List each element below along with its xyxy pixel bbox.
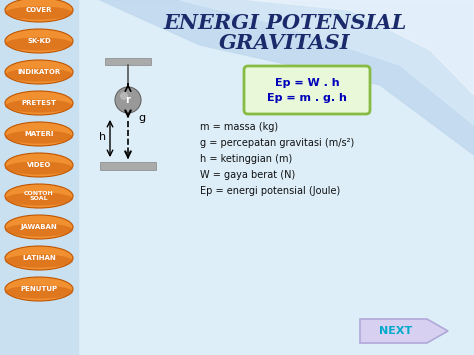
Ellipse shape bbox=[5, 130, 73, 144]
Ellipse shape bbox=[5, 0, 73, 22]
Polygon shape bbox=[360, 319, 448, 343]
Ellipse shape bbox=[5, 255, 73, 268]
Bar bbox=[105, 58, 151, 65]
Text: NEXT: NEXT bbox=[379, 326, 412, 336]
Text: r: r bbox=[126, 95, 130, 105]
Text: LATIHAN: LATIHAN bbox=[22, 255, 56, 261]
Bar bbox=[0, 0, 78, 355]
Circle shape bbox=[120, 92, 128, 100]
Ellipse shape bbox=[5, 246, 73, 270]
Ellipse shape bbox=[5, 37, 73, 51]
Text: ENERGI POTENSIAL: ENERGI POTENSIAL bbox=[164, 13, 407, 33]
Ellipse shape bbox=[5, 99, 73, 113]
Ellipse shape bbox=[5, 277, 73, 301]
Text: MATERI: MATERI bbox=[24, 131, 54, 137]
Text: Ep = W . h: Ep = W . h bbox=[275, 78, 339, 88]
Bar bbox=[100, 162, 156, 170]
Text: GRAVITASI: GRAVITASI bbox=[219, 33, 351, 53]
Text: Ep = m . g. h: Ep = m . g. h bbox=[267, 93, 347, 103]
Ellipse shape bbox=[5, 6, 73, 20]
Text: g: g bbox=[138, 113, 145, 123]
Circle shape bbox=[115, 87, 141, 113]
Text: CONTOH
SOAL: CONTOH SOAL bbox=[24, 191, 54, 201]
Text: SK-KD: SK-KD bbox=[27, 38, 51, 44]
Ellipse shape bbox=[5, 192, 73, 206]
Polygon shape bbox=[180, 0, 474, 125]
FancyBboxPatch shape bbox=[244, 66, 370, 114]
Text: g = percepatan gravitasi (m/s²): g = percepatan gravitasi (m/s²) bbox=[200, 138, 354, 148]
Ellipse shape bbox=[5, 60, 73, 84]
Ellipse shape bbox=[5, 184, 73, 208]
Text: JAWABAN: JAWABAN bbox=[21, 224, 57, 230]
Text: PRETEST: PRETEST bbox=[21, 100, 56, 106]
Ellipse shape bbox=[5, 162, 73, 175]
Text: W = gaya berat (N): W = gaya berat (N) bbox=[200, 170, 295, 180]
Text: INDIKATOR: INDIKATOR bbox=[18, 69, 61, 75]
Ellipse shape bbox=[5, 69, 73, 82]
Polygon shape bbox=[100, 0, 474, 155]
Ellipse shape bbox=[5, 223, 73, 236]
Ellipse shape bbox=[5, 29, 73, 53]
Text: VIDEO: VIDEO bbox=[27, 162, 51, 168]
Ellipse shape bbox=[5, 153, 73, 177]
Text: PENUTUP: PENUTUP bbox=[20, 286, 57, 292]
Text: Ep = energi potensial (Joule): Ep = energi potensial (Joule) bbox=[200, 186, 340, 196]
Text: h: h bbox=[100, 132, 107, 142]
Text: h = ketinggian (m): h = ketinggian (m) bbox=[200, 154, 292, 164]
Polygon shape bbox=[250, 0, 474, 95]
Ellipse shape bbox=[5, 91, 73, 115]
Ellipse shape bbox=[5, 215, 73, 239]
Ellipse shape bbox=[5, 285, 73, 299]
Ellipse shape bbox=[5, 122, 73, 146]
Text: m = massa (kg): m = massa (kg) bbox=[200, 122, 278, 132]
Text: COVER: COVER bbox=[26, 7, 52, 13]
